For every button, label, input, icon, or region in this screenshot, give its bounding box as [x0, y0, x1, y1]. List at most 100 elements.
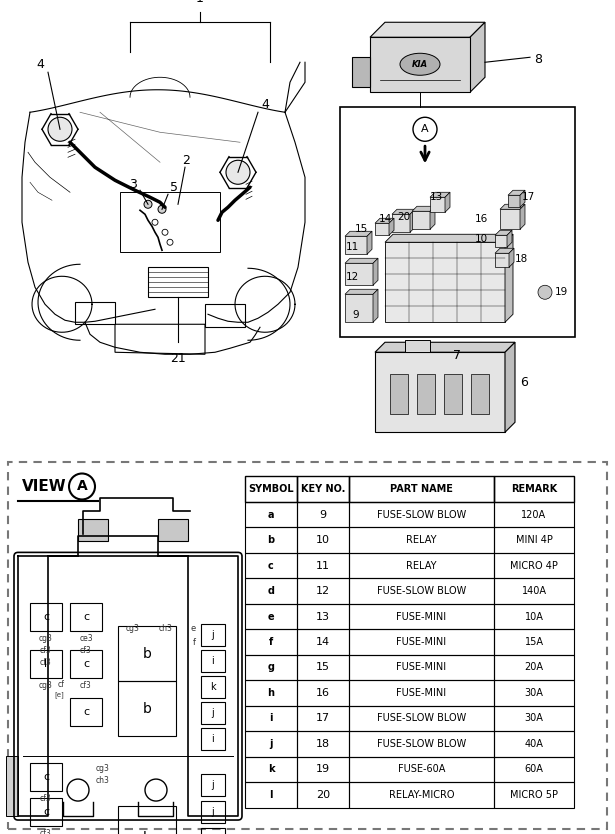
Text: 9: 9 [319, 510, 327, 520]
Text: cf3: cf3 [80, 646, 92, 656]
Text: 21: 21 [170, 352, 186, 365]
Bar [245, 476, 297, 502]
Text: 8: 8 [534, 53, 542, 66]
Bar [297, 604, 349, 630]
Bar [245, 655, 297, 681]
Text: FUSE-MINI: FUSE-MINI [397, 611, 446, 621]
Polygon shape [410, 209, 415, 232]
Text: d: d [268, 586, 274, 596]
Text: 20: 20 [316, 790, 330, 800]
Text: 17: 17 [316, 713, 330, 723]
Bar [245, 731, 297, 756]
Text: g: g [268, 662, 274, 672]
Polygon shape [445, 193, 450, 213]
Text: 15A: 15A [525, 637, 544, 647]
Text: ch3: ch3 [159, 625, 173, 633]
Text: KIA: KIA [412, 60, 428, 68]
Text: c: c [83, 612, 89, 622]
Bar [201, 774, 225, 796]
Text: 20: 20 [397, 213, 410, 223]
Text: A: A [77, 480, 87, 494]
Bar [494, 681, 574, 706]
Text: f: f [269, 637, 273, 647]
Bar [494, 630, 574, 655]
Text: j: j [212, 780, 215, 790]
Text: c: c [83, 659, 89, 669]
Polygon shape [507, 230, 512, 247]
Text: 11: 11 [316, 560, 330, 570]
Bar [340, 108, 575, 337]
Text: j: j [269, 739, 272, 749]
Text: ce3: ce3 [79, 635, 93, 643]
Text: 13: 13 [430, 193, 443, 203]
Bar [245, 630, 297, 655]
Polygon shape [392, 209, 415, 214]
Bar [30, 798, 62, 826]
Polygon shape [495, 254, 509, 267]
Polygon shape [430, 198, 445, 213]
Text: b: b [268, 535, 274, 545]
Polygon shape [505, 234, 513, 322]
Bar [494, 604, 574, 630]
Text: 19: 19 [316, 764, 330, 774]
Circle shape [538, 285, 552, 299]
Polygon shape [345, 236, 367, 254]
Text: SYMBOL: SYMBOL [248, 485, 294, 495]
Bar [494, 756, 574, 782]
Bar [78, 520, 108, 541]
Bar [494, 782, 574, 807]
Polygon shape [495, 235, 507, 247]
Text: 4: 4 [261, 98, 269, 111]
Text: 10A: 10A [525, 611, 544, 621]
Bar [349, 578, 494, 604]
Bar [349, 756, 494, 782]
Circle shape [226, 160, 250, 184]
Text: FUSE-60A: FUSE-60A [398, 764, 445, 774]
Text: cf3: cf3 [40, 658, 52, 667]
Bar [201, 676, 225, 698]
Bar [245, 502, 297, 527]
Polygon shape [345, 259, 378, 264]
Bar [297, 630, 349, 655]
Circle shape [158, 205, 166, 214]
Text: 3: 3 [129, 178, 137, 191]
Bar [118, 626, 176, 681]
Text: f: f [193, 638, 196, 647]
Bar [297, 681, 349, 706]
Text: c: c [83, 707, 89, 717]
Bar [30, 651, 62, 678]
Polygon shape [495, 249, 514, 254]
Bar [297, 756, 349, 782]
Circle shape [48, 118, 72, 141]
Text: h: h [268, 688, 274, 698]
Bar [349, 527, 494, 553]
Bar [245, 553, 297, 578]
Bar [245, 681, 297, 706]
Polygon shape [352, 58, 370, 88]
Text: c: c [43, 612, 49, 622]
Polygon shape [500, 204, 525, 209]
Bar [245, 604, 297, 630]
Text: RELAY-MICRO: RELAY-MICRO [389, 790, 454, 800]
Text: i: i [269, 713, 272, 723]
Bar [349, 731, 494, 756]
Bar [297, 578, 349, 604]
Text: FUSE-MINI: FUSE-MINI [397, 637, 446, 647]
Polygon shape [505, 342, 515, 432]
Text: FUSE-SLOW BLOW: FUSE-SLOW BLOW [377, 713, 466, 723]
Text: 17: 17 [522, 193, 535, 203]
Polygon shape [430, 193, 450, 198]
Text: i: i [212, 734, 215, 744]
Bar [349, 553, 494, 578]
Text: 11: 11 [346, 242, 359, 252]
Text: 7: 7 [453, 349, 461, 362]
Text: 12: 12 [346, 272, 359, 282]
Text: KEY NO.: KEY NO. [301, 485, 345, 495]
Bar [417, 374, 435, 414]
Text: 15: 15 [355, 224, 368, 234]
Text: FUSE-SLOW BLOW: FUSE-SLOW BLOW [377, 510, 466, 520]
Bar [297, 527, 349, 553]
Polygon shape [373, 289, 378, 322]
Ellipse shape [400, 53, 440, 75]
Polygon shape [520, 190, 525, 208]
